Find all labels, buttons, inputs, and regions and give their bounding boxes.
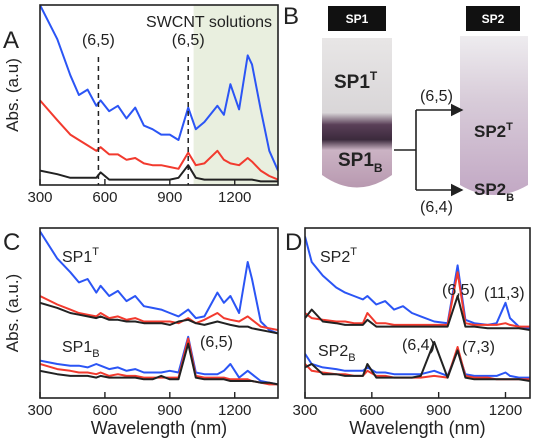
fraction-label: SP1B xyxy=(338,150,383,175)
panel-label: B xyxy=(283,3,299,30)
label-text: (7,3) xyxy=(462,339,495,356)
x-tick-label: 600 xyxy=(92,189,117,206)
plot-area xyxy=(40,5,278,185)
label-sup: T xyxy=(92,246,99,258)
panel-label: A xyxy=(3,27,19,54)
spectrum-line xyxy=(40,5,278,172)
peak-label: (7,3) xyxy=(462,339,495,356)
spectrum-line xyxy=(305,295,530,331)
diagram-panel: B SP1 SP2 (6,5) (6,4) SP1T SP1B SP2T SP2… xyxy=(283,3,528,216)
spectrum-line xyxy=(40,295,278,331)
label-text: SP2 xyxy=(320,249,350,266)
label-text: SP2 xyxy=(318,343,348,360)
x-tick-label: 900 xyxy=(157,189,182,206)
peak-label: (6,5) xyxy=(442,282,475,299)
spectrum-line xyxy=(305,271,530,328)
vial-label: SP2 xyxy=(482,12,505,26)
spectrum-line xyxy=(40,335,278,386)
panel-label: C xyxy=(3,229,20,256)
peak-label: (6,5) xyxy=(200,334,233,351)
peak-label: SP2B xyxy=(318,343,356,364)
arrow-label: (6,4) xyxy=(420,199,453,216)
spectrum-line xyxy=(40,99,278,181)
label-text: SP1 xyxy=(62,249,92,266)
spectrum-line xyxy=(40,301,278,335)
x-tick-label: 600 xyxy=(92,402,117,419)
y-axis-label: Abs. (a.u) xyxy=(3,58,22,132)
x-axis-label: Wavelength (nm) xyxy=(349,418,485,438)
annotation: SWCNT solutions xyxy=(146,14,272,31)
vial-cap xyxy=(328,6,386,31)
label-text: (6,5) xyxy=(200,334,233,351)
marker-label: (6,5) xyxy=(172,32,205,49)
label-text: (11,3) xyxy=(484,285,525,302)
x-tick-label: 300 xyxy=(292,402,317,419)
axes-frame xyxy=(39,4,279,186)
x-tick-label: 1200 xyxy=(489,402,522,419)
vial-label: SP1 xyxy=(346,12,369,26)
y-axis-label: Abs. (a.u.) xyxy=(3,274,22,352)
peak-label: (11,3) xyxy=(484,285,525,302)
label-sub: B xyxy=(92,348,99,360)
panel-label: D xyxy=(285,229,302,256)
spectrum-line xyxy=(305,236,530,330)
x-tick-label: 300 xyxy=(27,189,52,206)
label-sub: B xyxy=(348,352,355,364)
spectrum-line xyxy=(40,342,278,386)
fraction-label: SP1T xyxy=(334,69,378,93)
label-sup: T xyxy=(350,246,357,258)
vial xyxy=(460,36,528,195)
x-tick-label: 900 xyxy=(157,402,182,419)
plot-area xyxy=(305,236,530,382)
marker-label: (6,5) xyxy=(82,32,115,49)
spectrum-line xyxy=(305,349,530,379)
spectrum-line xyxy=(40,230,278,335)
arrow-label: (6,5) xyxy=(420,88,453,105)
vial-cap xyxy=(466,6,520,31)
label-text: (6,5) xyxy=(442,282,475,299)
plot-area xyxy=(40,230,278,386)
peak-label: SP1B xyxy=(62,339,100,360)
peak-label: (6,4) xyxy=(402,337,435,354)
spectrum-line xyxy=(305,340,530,382)
x-tick-label: 1200 xyxy=(218,189,251,206)
axes-frame xyxy=(304,227,531,399)
x-tick-label: 1200 xyxy=(218,402,251,419)
spectrum-line xyxy=(40,164,278,183)
x-tick-label: 300 xyxy=(27,402,52,419)
peak-label: SP1T xyxy=(62,246,99,266)
x-axis-label: Wavelength (nm) xyxy=(91,418,227,438)
fraction-label: SP2T xyxy=(474,121,513,141)
peak-label: SP2T xyxy=(320,246,357,266)
vial xyxy=(322,38,392,188)
axes-frame xyxy=(39,227,279,399)
fraction-label: SP2B xyxy=(474,180,514,204)
label-text: SP1 xyxy=(62,339,92,356)
label-text: (6,4) xyxy=(402,337,435,354)
x-tick-label: 900 xyxy=(426,402,451,419)
x-tick-label: 600 xyxy=(359,402,384,419)
shaded-region xyxy=(193,5,278,185)
